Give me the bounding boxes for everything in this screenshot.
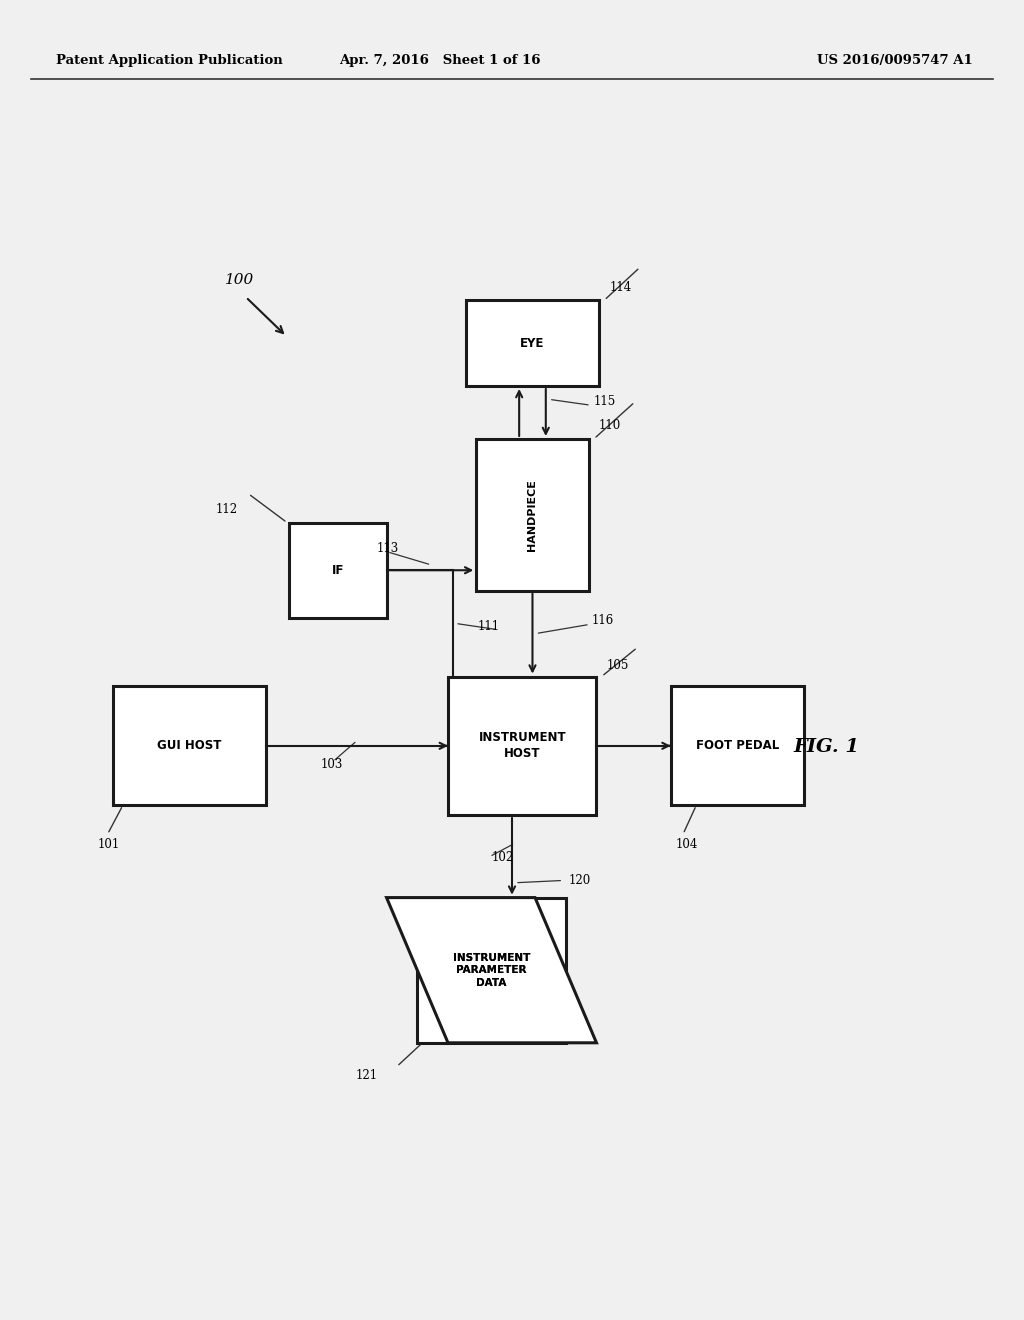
Text: 100: 100 [225, 273, 255, 286]
Text: 104: 104 [676, 838, 698, 851]
Bar [671, 686, 804, 805]
Text: US 2016/0095747 A1: US 2016/0095747 A1 [817, 54, 973, 67]
Text: Patent Application Publication: Patent Application Publication [56, 54, 283, 67]
Text: 102: 102 [492, 850, 514, 863]
Text: 101: 101 [97, 838, 120, 851]
Text: IF: IF [332, 564, 344, 577]
Bar [449, 676, 596, 814]
Bar [466, 301, 599, 385]
Text: 115: 115 [594, 395, 616, 408]
Text: 121: 121 [356, 1069, 378, 1082]
Text: 114: 114 [609, 281, 632, 293]
Text: GUI HOST: GUI HOST [158, 739, 221, 752]
Bar [113, 686, 266, 805]
Text: 113: 113 [377, 541, 399, 554]
Text: 103: 103 [321, 758, 343, 771]
Text: INSTRUMENT
PARAMETER
DATA: INSTRUMENT PARAMETER DATA [453, 953, 530, 987]
Text: INSTRUMENT
HOST: INSTRUMENT HOST [478, 731, 566, 760]
Text: HANDPIECE: HANDPIECE [527, 479, 538, 550]
Bar [476, 438, 589, 591]
Text: 116: 116 [592, 614, 614, 627]
Bar [290, 523, 387, 618]
Text: 105: 105 [606, 660, 629, 672]
Text: 111: 111 [477, 619, 500, 632]
Text: INSTRUMENT
PARAMETER
DATA: INSTRUMENT PARAMETER DATA [453, 953, 530, 987]
Text: 112: 112 [216, 503, 238, 516]
Text: Apr. 7, 2016   Sheet 1 of 16: Apr. 7, 2016 Sheet 1 of 16 [340, 54, 541, 67]
Text: 110: 110 [599, 420, 622, 432]
Bar [418, 898, 565, 1043]
Text: FOOT PEDAL: FOOT PEDAL [695, 739, 779, 752]
Text: FIG. 1: FIG. 1 [794, 738, 859, 756]
Text: EYE: EYE [520, 337, 545, 350]
Polygon shape [386, 898, 596, 1043]
Text: 120: 120 [568, 874, 591, 887]
